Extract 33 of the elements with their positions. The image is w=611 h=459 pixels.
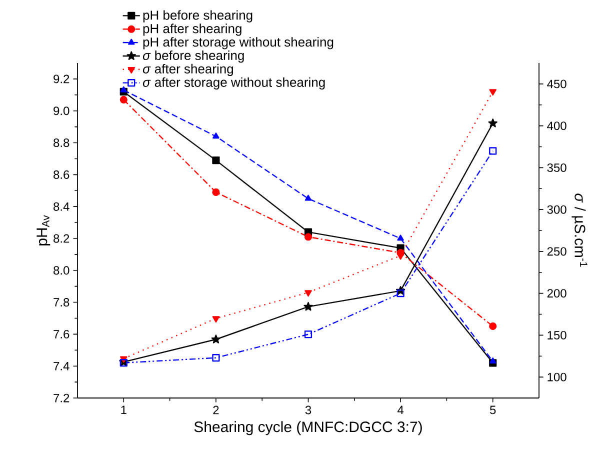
y2-tick-label: 450 <box>547 80 566 88</box>
legend-label: pH before shearing <box>143 10 252 22</box>
y-tick-label: 7.8 <box>54 298 70 307</box>
y-tick-label: 8.8 <box>54 138 70 148</box>
x-axis-title: Shearing cycle (MNFC:DGCC 3:7) <box>194 421 422 436</box>
x-tick-label: 5 <box>490 406 496 414</box>
y-tick-label: 7.4 <box>54 362 70 370</box>
legend-label: pH after shearing <box>143 24 242 36</box>
legend-label: pH after storage without shearing <box>143 37 334 50</box>
legend-label: σ after shearing <box>142 64 234 76</box>
y-tick-label: 8.4 <box>54 202 70 211</box>
y2-tick-label: 400 <box>547 122 566 130</box>
y-tick-label: 8.6 <box>54 170 70 179</box>
y2-tick-label: 100 <box>548 372 566 382</box>
y2-tick-label: 250 <box>547 247 566 256</box>
x-tick-label: 2 <box>213 406 219 414</box>
y-tick-label: 7.2 <box>54 394 70 402</box>
y-tick-label: 7.6 <box>54 330 70 338</box>
y2-tick-label: 150 <box>548 330 566 340</box>
legend-label: σ after storage without shearing <box>142 77 325 90</box>
x-tick-label: 1 <box>121 406 126 414</box>
y2-tick-label: 300 <box>547 205 566 214</box>
y-tick-label: 9.2 <box>54 74 70 84</box>
y-axis-title: pH$_{Av}$ <box>36 215 50 246</box>
x-tick-label: 4 <box>397 406 404 414</box>
x-tick-label: 3 <box>305 406 312 414</box>
y2-axis-title: σ / µS.cm$^{-1}$ <box>572 194 588 267</box>
y-tick-label: 9.0 <box>54 106 70 116</box>
y2-tick-label: 200 <box>547 289 566 298</box>
legend-label: σ before shearing <box>142 50 244 63</box>
y-tick-label: 8.2 <box>54 234 70 243</box>
y2-tick-label: 350 <box>547 163 566 172</box>
y-tick-label: 8.0 <box>54 266 70 275</box>
